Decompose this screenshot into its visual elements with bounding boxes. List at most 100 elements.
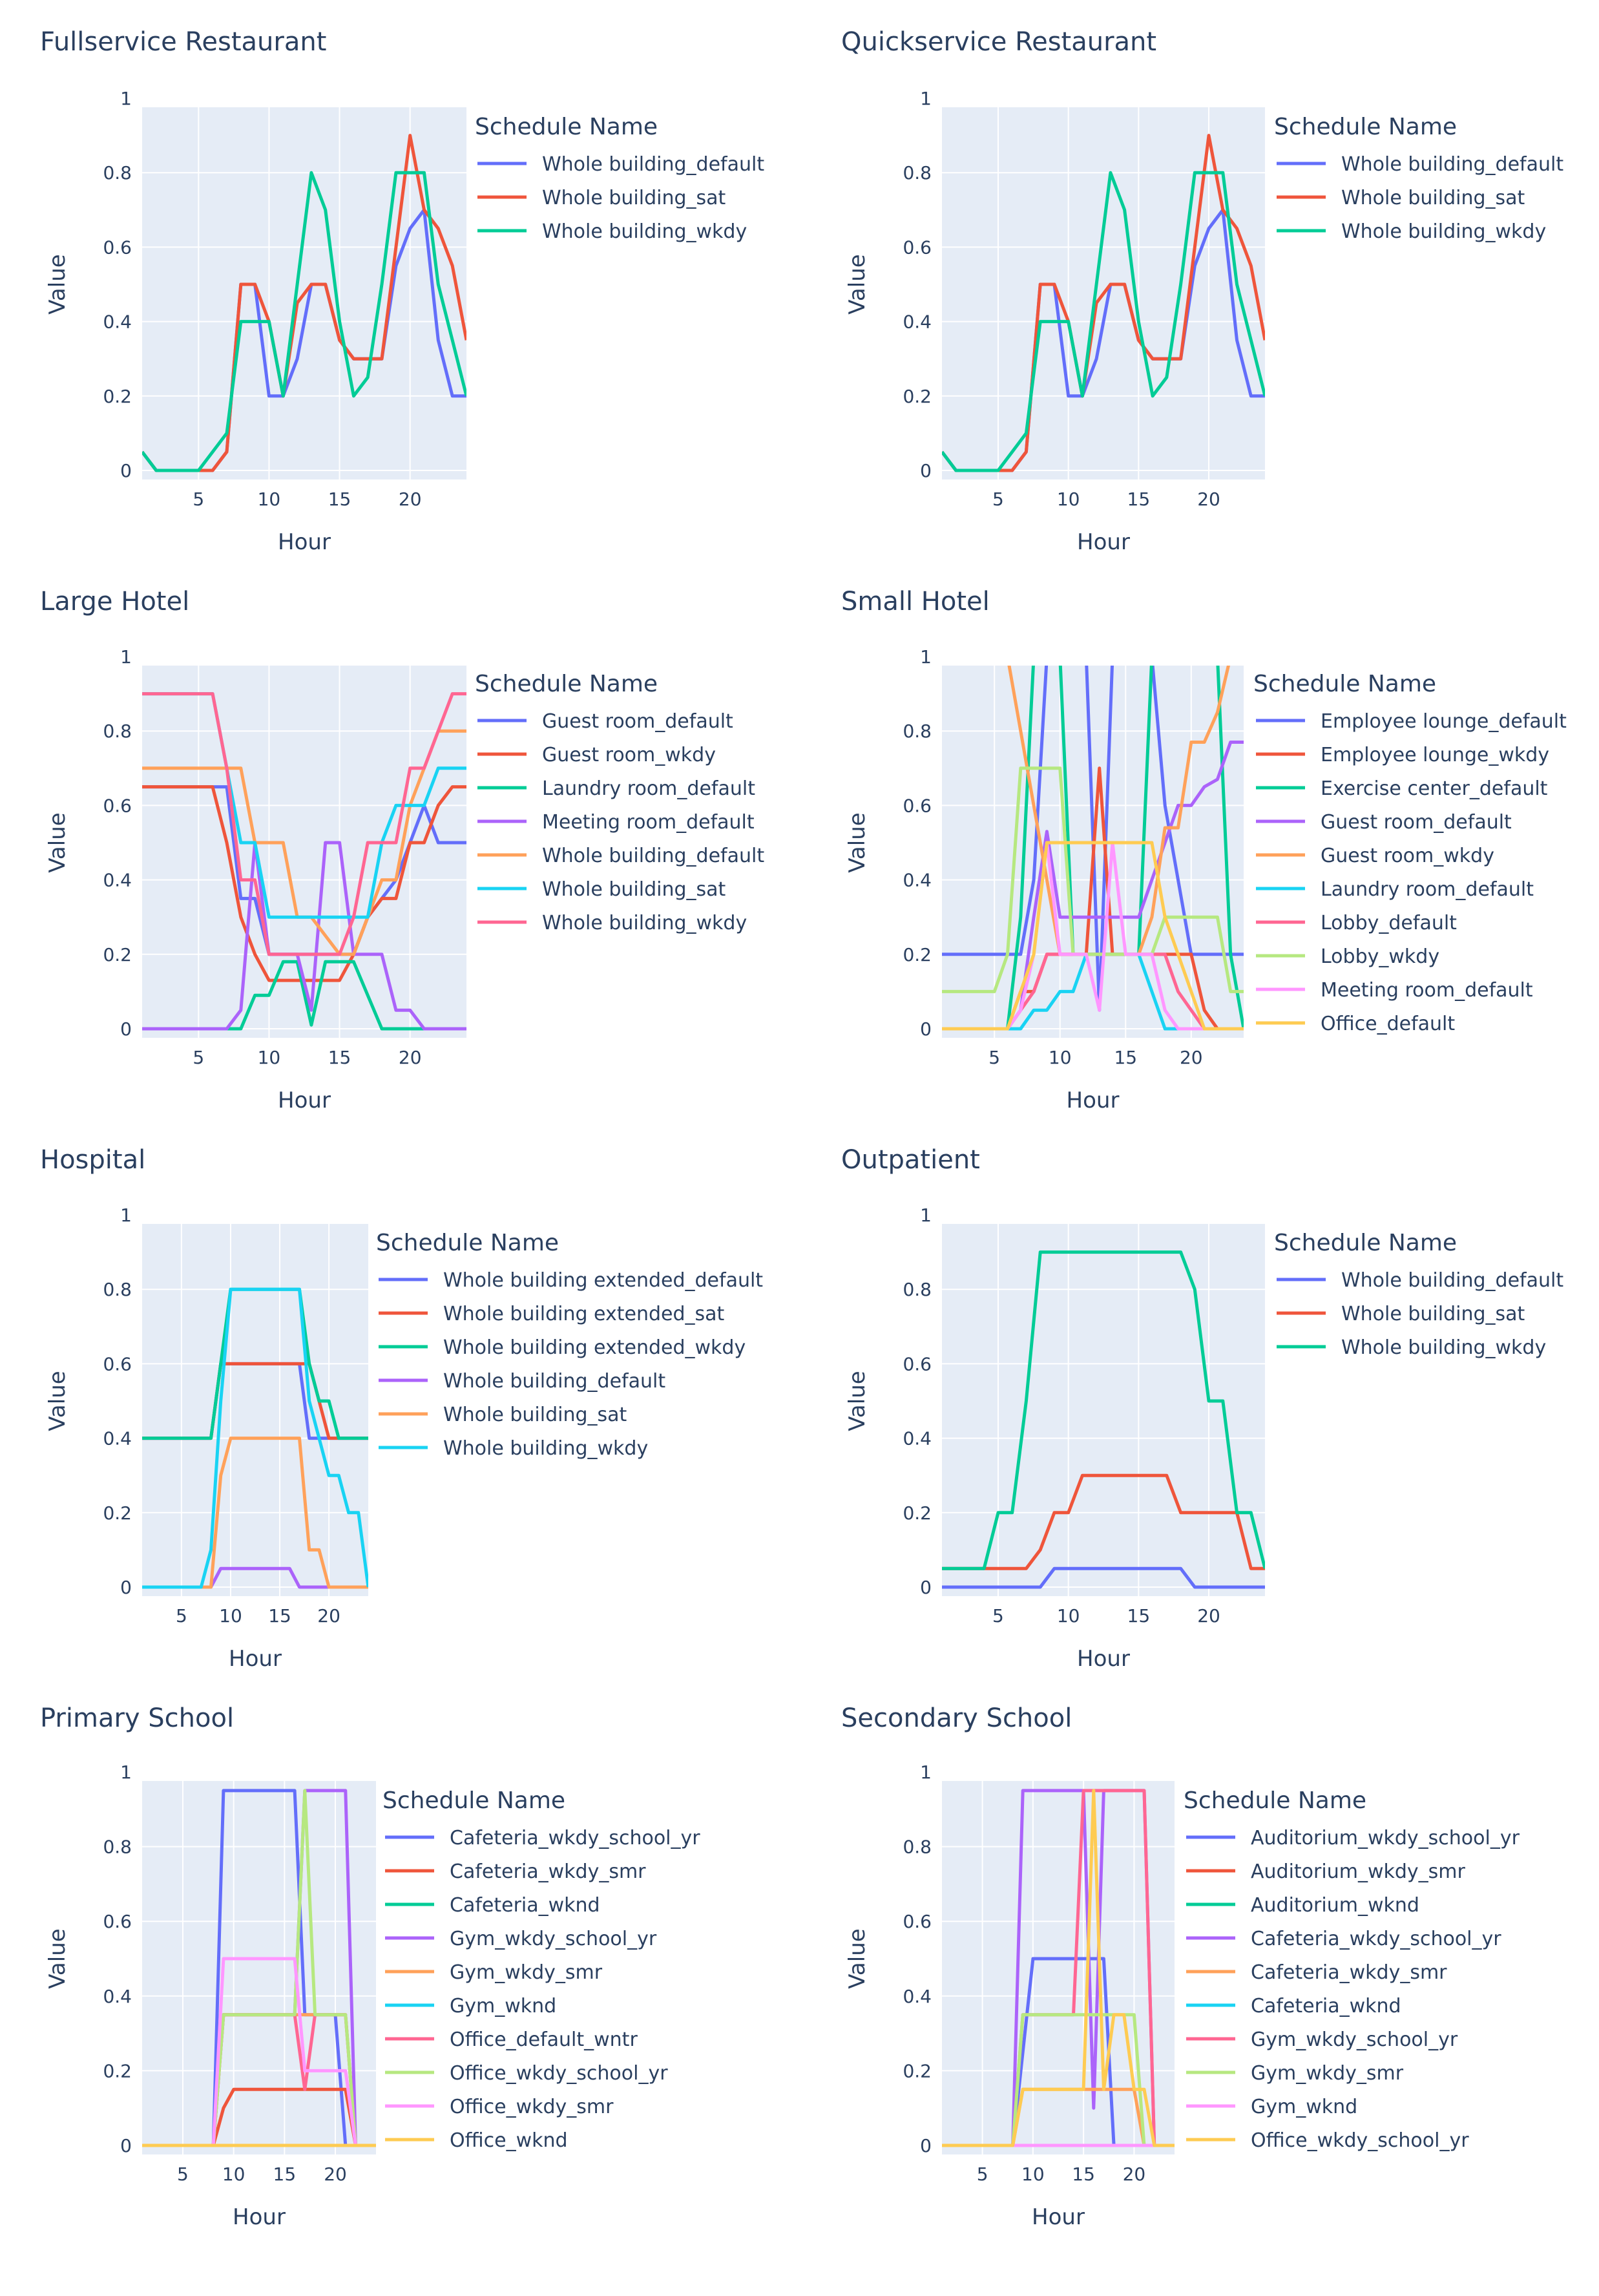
x-tick-label: 10 (222, 2164, 246, 2185)
y-tick-label: 1 (920, 88, 932, 109)
y-tick-label: 0.2 (903, 944, 932, 965)
legend-entry: Whole building_default (443, 1370, 665, 1393)
legend-entry: Office_default (1321, 1013, 1455, 1035)
chart-title: Secondary School (841, 1703, 1072, 1733)
legend-entry: Laundry room_default (542, 777, 755, 800)
x-axis-label: Hour (233, 2204, 286, 2230)
y-tick-label: 0 (920, 2135, 932, 2156)
x-tick-label: 20 (1197, 489, 1220, 510)
x-tick-label: 5 (176, 1605, 187, 1627)
legend-title: Schedule Name (382, 1787, 565, 1814)
legend-title: Schedule Name (1253, 671, 1436, 697)
y-tick-label: 0.2 (903, 386, 932, 407)
y-tick-label: 0.6 (103, 237, 132, 258)
y-tick-label: 0.2 (103, 944, 132, 965)
legend-entry: Cafeteria_wknd (450, 1894, 600, 1917)
legend-entry: Employee lounge_wkdy (1321, 744, 1549, 766)
y-tick-label: 1 (920, 646, 932, 668)
legend-entry: Whole building_sat (542, 878, 726, 901)
legend-entry: Whole building_default (1341, 1269, 1563, 1292)
y-tick-label: 1 (120, 1762, 132, 1783)
legend-entry: Cafeteria_wkdy_smr (1251, 1961, 1447, 1984)
y-tick-label: 0.2 (103, 2060, 132, 2081)
y-tick-label: 0.6 (903, 1911, 932, 1932)
legend-entry: Lobby_default (1321, 912, 1457, 934)
legend-entry: Office_wkdy_smr (450, 2096, 614, 2118)
y-tick-label: 0 (120, 2135, 132, 2156)
legend-entry: Whole building_wkdy (1341, 220, 1546, 243)
y-tick-label: 1 (120, 88, 132, 109)
x-tick-label: 10 (258, 1047, 281, 1068)
y-tick-label: 0.4 (903, 870, 932, 891)
x-tick-label: 15 (328, 1047, 351, 1068)
legend-entry: Whole building_sat (1341, 187, 1525, 209)
legend-entry: Gym_wkdy_school_yr (1251, 2028, 1458, 2051)
x-tick-label: 20 (1123, 2164, 1146, 2185)
legend-title: Schedule Name (1274, 1230, 1457, 1256)
legend-entry: Whole building_default (542, 845, 764, 867)
chart-title: Outpatient (841, 1145, 980, 1175)
plot-area (142, 1781, 376, 2154)
x-axis-label: Hour (278, 1088, 331, 1113)
y-tick-label: 0.4 (103, 1986, 132, 2007)
legend: Schedule Name Guest room_default Guest roo… (475, 671, 764, 934)
x-tick-label: 5 (193, 1047, 204, 1068)
y-axis-label: Value (45, 1371, 70, 1431)
y-tick-label: 0 (120, 1018, 132, 1040)
y-tick-label: 0 (920, 1018, 932, 1040)
y-axis-label: Value (844, 1928, 870, 1988)
legend-entry: Cafeteria_wkdy_school_yr (450, 1827, 700, 1849)
series-line-8 (942, 766, 1244, 993)
y-tick-label: 0.2 (903, 1502, 932, 1524)
legend-entry: Exercise center_default (1321, 777, 1548, 800)
y-axis-label: Value (45, 254, 70, 314)
legend: Schedule Name Whole building_default Whole… (1274, 1230, 1563, 1359)
chart-title: Primary School (40, 1703, 234, 1733)
y-tick-label: 0.4 (103, 311, 132, 333)
y-tick-label: 0.6 (903, 795, 932, 816)
series-line-6 (142, 1287, 368, 1589)
y-tick-label: 0.8 (903, 162, 932, 184)
legend-entry: Lobby_wkdy (1321, 945, 1439, 968)
y-tick-label: 0.6 (103, 795, 132, 816)
legend-entry: Whole building_sat (443, 1404, 627, 1426)
y-tick-label: 0.2 (103, 386, 132, 407)
y-tick-label: 0.8 (903, 721, 932, 742)
series-line-10 (942, 841, 1244, 1031)
y-tick-label: 0.2 (103, 1502, 132, 1524)
y-tick-label: 0.8 (903, 1279, 932, 1300)
legend-entry: Whole building_default (1341, 153, 1563, 176)
x-axis-label: Hour (1077, 1646, 1130, 1672)
x-tick-label: 15 (1127, 1605, 1151, 1627)
x-tick-label: 15 (273, 2164, 297, 2185)
y-tick-label: 1 (920, 1762, 932, 1783)
legend-entry: Laundry room_default (1321, 878, 1534, 901)
legend-title: Schedule Name (1184, 1787, 1366, 1814)
series-line-2 (942, 1473, 1265, 1570)
legend-entry: Whole building_wkdy (443, 1437, 648, 1460)
x-axis-label: Hour (1067, 1088, 1120, 1113)
legend-entry: Auditorium_wknd (1251, 1894, 1419, 1917)
chart-title: Large Hotel (40, 587, 189, 616)
x-tick-label: 5 (193, 489, 204, 510)
y-tick-label: 0.4 (903, 311, 932, 333)
y-tick-label: 0.6 (103, 1353, 132, 1374)
x-tick-label: 20 (399, 1047, 422, 1068)
legend-entry: Auditorium_wkdy_smr (1251, 1860, 1465, 1883)
legend-entry: Guest room_default (1321, 811, 1512, 834)
legend-entry: Meeting room_default (1321, 979, 1533, 1002)
y-tick-label: 0.4 (103, 870, 132, 891)
chart-title: Fullservice Restaurant (40, 27, 326, 57)
y-tick-label: 1 (920, 1205, 932, 1226)
legend-entry: Whole building_default (542, 153, 764, 176)
y-tick-label: 0 (920, 1577, 932, 1598)
y-tick-label: 0.6 (903, 237, 932, 258)
x-tick-label: 15 (1127, 489, 1151, 510)
x-axis-label: Hour (278, 529, 331, 555)
x-tick-label: 10 (258, 489, 281, 510)
x-tick-label: 10 (1049, 1047, 1072, 1068)
